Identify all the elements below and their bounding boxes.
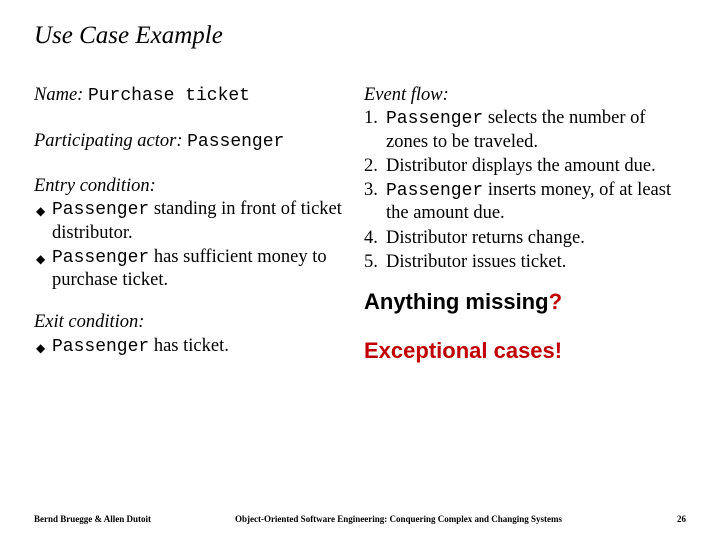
column-right: Event flow: 1. Passenger selects the num… bbox=[364, 84, 686, 365]
list-item: 5. Distributor issues ticket. bbox=[364, 251, 686, 274]
footer-center: Object-Oriented Software Engineering: Co… bbox=[151, 514, 646, 524]
flow-num: 3. bbox=[364, 179, 386, 202]
actor-value: Passenger bbox=[187, 132, 284, 152]
footer: Bernd Bruegge & Allen Dutoit Object-Orie… bbox=[34, 514, 686, 524]
actor-line: Participating actor: Passenger bbox=[34, 130, 350, 154]
flow-num: 2. bbox=[364, 155, 386, 178]
exit-mono: Passenger bbox=[52, 337, 149, 357]
entry-mono: Passenger bbox=[52, 200, 149, 220]
exit-bullets: ◆ Passenger has ticket. bbox=[34, 335, 350, 359]
list-item: ◆ Passenger has ticket. bbox=[36, 335, 350, 359]
flow-num: 1. bbox=[364, 107, 386, 130]
columns: Name: Purchase ticket Participating acto… bbox=[34, 84, 686, 365]
actor-label: Participating actor: bbox=[34, 131, 183, 151]
flow-num: 5. bbox=[364, 251, 386, 274]
flow-rest: Distributor displays the amount due. bbox=[386, 156, 656, 176]
footer-page-number: 26 bbox=[646, 514, 686, 524]
entry-section: Entry condition: ◆ Passenger standing in… bbox=[34, 175, 350, 292]
list-item: 1. Passenger selects the number of zones… bbox=[364, 107, 686, 154]
ask-mark: ? bbox=[549, 289, 562, 314]
name-line: Name: Purchase ticket bbox=[34, 84, 350, 108]
ask-text: Anything missing bbox=[364, 289, 549, 314]
footer-left: Bernd Bruegge & Allen Dutoit bbox=[34, 514, 151, 524]
list-item: 4. Distributor returns change. bbox=[364, 227, 686, 250]
name-value: Purchase ticket bbox=[88, 86, 250, 106]
list-item: 3. Passenger inserts money, of at least … bbox=[364, 179, 686, 226]
flow-rest: Distributor issues ticket. bbox=[386, 252, 566, 272]
bullet-icon: ◆ bbox=[36, 335, 52, 356]
slide-title: Use Case Example bbox=[34, 22, 686, 50]
column-left: Name: Purchase ticket Participating acto… bbox=[34, 84, 350, 365]
flow-label: Event flow: bbox=[364, 84, 686, 107]
flow-mono: Passenger bbox=[386, 181, 483, 201]
flow-list: 1. Passenger selects the number of zones… bbox=[364, 107, 686, 274]
exceptional-cases: Exceptional cases! bbox=[364, 337, 686, 365]
name-label: Name: bbox=[34, 85, 83, 105]
list-item: 2. Distributor displays the amount due. bbox=[364, 155, 686, 178]
flow-num: 4. bbox=[364, 227, 386, 250]
anything-missing: Anything missing? bbox=[364, 288, 686, 316]
exit-rest: has ticket. bbox=[149, 336, 229, 356]
flow-mono: Passenger bbox=[386, 109, 483, 129]
flow-rest: Distributor returns change. bbox=[386, 228, 585, 248]
entry-mono: Passenger bbox=[52, 248, 149, 268]
bullet-icon: ◆ bbox=[36, 198, 52, 219]
list-item: ◆ Passenger has sufficient money to purc… bbox=[36, 246, 350, 293]
exit-label: Exit condition: bbox=[34, 311, 350, 334]
slide: Use Case Example Name: Purchase ticket P… bbox=[0, 0, 720, 540]
entry-label: Entry condition: bbox=[34, 175, 350, 198]
list-item: ◆ Passenger standing in front of ticket … bbox=[36, 198, 350, 245]
exit-section: Exit condition: ◆ Passenger has ticket. bbox=[34, 311, 350, 358]
bullet-icon: ◆ bbox=[36, 246, 52, 267]
entry-bullets: ◆ Passenger standing in front of ticket … bbox=[34, 198, 350, 292]
